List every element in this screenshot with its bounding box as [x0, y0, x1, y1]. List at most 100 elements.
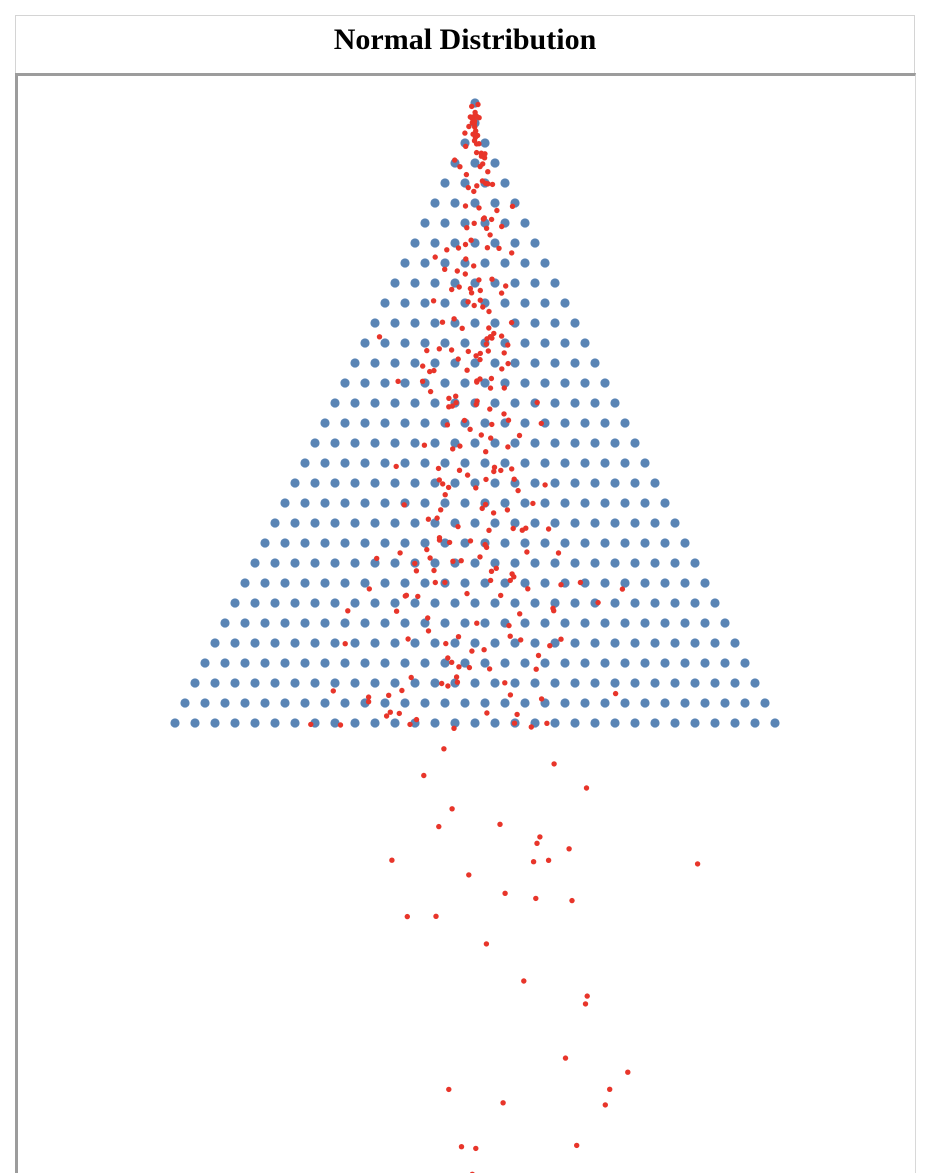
ball: [473, 1145, 479, 1152]
peg: [520, 258, 530, 268]
ball: [473, 485, 479, 491]
peg: [490, 478, 500, 488]
ball: [558, 636, 564, 642]
ball: [577, 579, 584, 586]
ball: [509, 250, 515, 256]
peg: [320, 458, 330, 468]
ball: [464, 472, 471, 478]
ball: [471, 263, 477, 269]
peg: [560, 338, 570, 348]
ball: [453, 393, 459, 399]
ball: [456, 664, 462, 670]
peg: [440, 378, 450, 388]
peg: [590, 518, 600, 528]
peg: [390, 318, 400, 328]
peg: [570, 438, 580, 448]
ball: [458, 1144, 465, 1150]
peg: [580, 538, 590, 548]
ball: [551, 608, 557, 614]
peg: [620, 458, 630, 468]
ball: [455, 523, 461, 530]
peg: [590, 718, 600, 728]
peg: [570, 678, 580, 688]
ball: [515, 487, 521, 494]
peg: [620, 538, 630, 548]
peg: [610, 558, 620, 568]
ball: [498, 467, 504, 474]
peg: [470, 198, 480, 208]
peg: [620, 658, 630, 668]
ball: [396, 710, 402, 717]
peg: [390, 398, 400, 408]
peg: [590, 398, 600, 408]
peg: [580, 498, 590, 508]
ball: [463, 171, 470, 178]
peg: [480, 458, 490, 468]
peg: [700, 578, 710, 588]
ball: [439, 680, 445, 687]
peg: [390, 278, 400, 288]
ball: [538, 696, 545, 702]
peg: [430, 398, 440, 408]
peg: [230, 638, 240, 648]
peg: [430, 558, 440, 568]
peg: [370, 438, 380, 448]
peg: [540, 538, 550, 548]
ball: [446, 1086, 452, 1093]
peg: [540, 658, 550, 668]
peg: [540, 378, 550, 388]
peg: [400, 458, 410, 468]
ball: [508, 319, 515, 326]
ball: [383, 713, 390, 719]
ball: [569, 897, 575, 904]
peg: [450, 438, 460, 448]
peg: [590, 638, 600, 648]
ball: [455, 356, 461, 362]
peg: [420, 338, 430, 348]
ball: [476, 141, 482, 147]
peg: [360, 418, 370, 428]
ball: [469, 103, 475, 110]
peg: [550, 598, 560, 608]
peg: [500, 178, 510, 188]
peg: [330, 558, 340, 568]
ball: [533, 895, 539, 902]
ball: [471, 220, 477, 226]
ball: [487, 406, 493, 412]
ball: [479, 505, 485, 512]
ball: [466, 664, 473, 671]
ball: [389, 857, 395, 863]
peg: [540, 298, 550, 308]
peg: [560, 378, 570, 388]
peg: [360, 338, 370, 348]
peg: [240, 618, 250, 628]
ball: [471, 138, 478, 144]
ball: [397, 550, 403, 556]
peg: [550, 638, 560, 648]
peg: [280, 698, 290, 708]
peg: [350, 718, 360, 728]
peg: [380, 378, 390, 388]
peg: [650, 558, 660, 568]
peg: [490, 398, 500, 408]
peg: [430, 598, 440, 608]
peg: [270, 718, 280, 728]
peg: [510, 598, 520, 608]
peg: [380, 458, 390, 468]
peg: [510, 438, 520, 448]
peg: [480, 578, 490, 588]
peg: [520, 698, 530, 708]
ball: [502, 890, 508, 896]
ball: [481, 647, 487, 653]
peg: [500, 698, 510, 708]
ball: [483, 449, 489, 455]
peg: [350, 398, 360, 408]
ball: [459, 325, 465, 331]
peg: [320, 418, 330, 428]
peg: [370, 318, 380, 328]
ball: [464, 590, 470, 597]
peg: [340, 378, 350, 388]
peg: [440, 498, 450, 508]
ball: [456, 284, 462, 290]
ball: [427, 555, 433, 561]
